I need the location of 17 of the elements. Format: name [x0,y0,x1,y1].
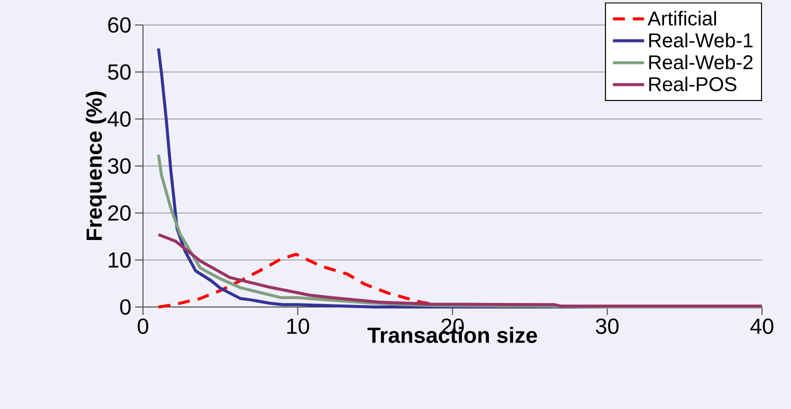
legend-label: Real-Web-1 [649,32,753,48]
y-tick-label: 50 [108,64,131,80]
y-axis-title: Frequence (%) [86,92,106,240]
line-series [156,233,764,308]
y-tick-label: 60 [108,17,131,33]
y-tick-label: 0 [120,299,131,315]
y-tick-label: 20 [108,205,131,221]
x-tick-label: 40 [750,318,774,334]
legend-label: Artificial [648,10,716,26]
legend-label: Real-POS [649,76,736,92]
x-tick-label: 10 [287,318,310,334]
x-tick-label: 30 [596,318,619,334]
y-tick-label: 40 [108,111,131,127]
x-tick-label: 0 [138,318,148,334]
y-tick-label: 30 [108,158,131,174]
legend-label: Real-Web-2 [649,54,753,70]
y-tick-label: 10 [108,252,131,268]
